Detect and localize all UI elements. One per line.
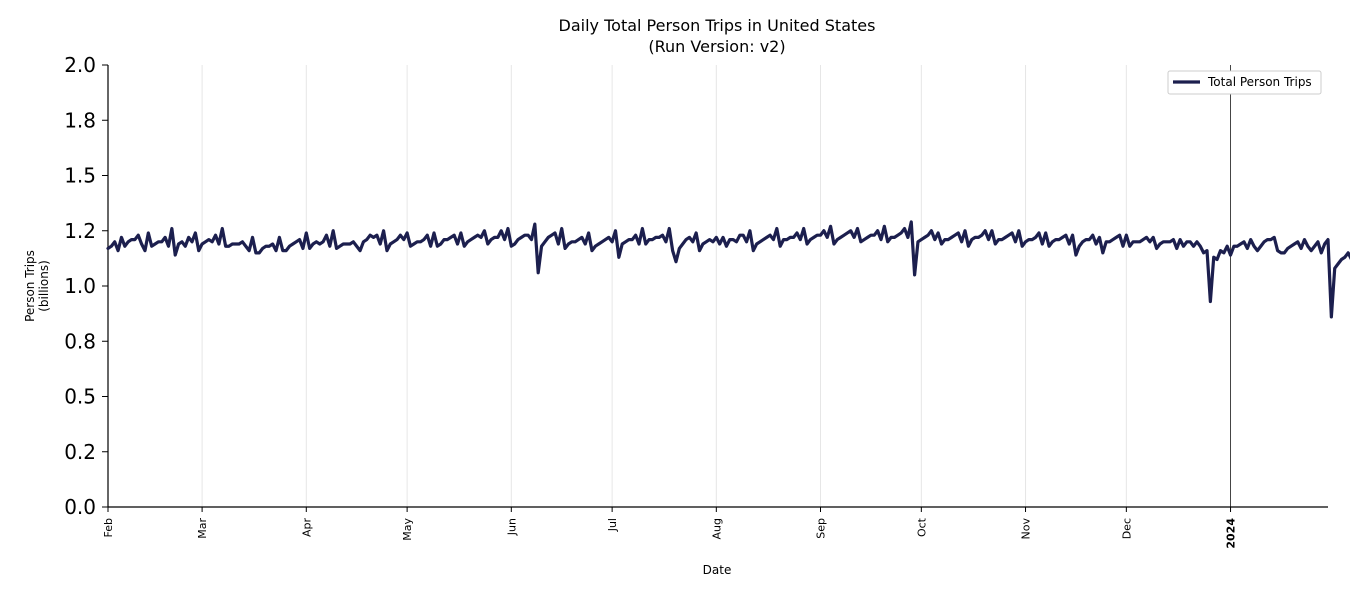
y-axis-unit: (billions) — [37, 260, 51, 312]
y-tick-label: 1.0 — [64, 274, 96, 298]
legend: Total Person Trips — [1167, 70, 1322, 95]
x-tick-label: Jul — [606, 518, 619, 532]
axes — [107, 65, 1328, 508]
y-tick-label: 0.0 — [64, 495, 96, 519]
y-tick-label: 1.5 — [64, 164, 96, 188]
legend-label: Total Person Trips — [1207, 75, 1312, 89]
y-tick-label: 2.0 — [64, 53, 96, 77]
x-tick-label: Apr — [300, 518, 313, 538]
x-tick-label: Mar — [196, 518, 209, 539]
y-ticks: 0.0 0.2 0.5 0.8 1.0 1.2 1.5 1.8 2.0 — [64, 53, 108, 519]
x-tick-label: Aug — [710, 518, 723, 539]
x-tick-label: Oct — [915, 517, 928, 537]
x-tick-label: May — [401, 518, 414, 541]
y-tick-label: 0.8 — [64, 329, 96, 353]
x-tick-label: Jun — [505, 518, 518, 536]
y-axis-label: Person Trips — [23, 250, 37, 322]
y-tick-label: 1.8 — [64, 108, 96, 132]
x-tick-label: Nov — [1020, 518, 1033, 540]
y-axis-label-group: Person Trips (billions) — [23, 250, 51, 322]
series-line-total-person-trips — [106, 220, 1350, 319]
y-tick-label: 1.2 — [64, 219, 96, 243]
chart-subtitle: (Run Version: v2) — [648, 37, 785, 56]
x-ticks: Feb Mar Apr May Jun Jul Aug Sep Oct Nov Dec 2024 — [102, 507, 1238, 549]
y-tick-label: 0.2 — [64, 440, 96, 464]
x-tick-label: Feb — [102, 518, 115, 537]
legend-box — [1167, 70, 1322, 95]
x-gridlines — [107, 65, 1232, 507]
x-axis-label: Date — [703, 563, 732, 577]
x-tick-label: Dec — [1120, 518, 1133, 539]
chart-title: Daily Total Person Trips in United State… — [559, 16, 876, 35]
x-tick-label: Sep — [815, 518, 828, 539]
y-tick-label: 0.5 — [64, 385, 96, 409]
x-tick-label: 2024 — [1225, 518, 1238, 549]
